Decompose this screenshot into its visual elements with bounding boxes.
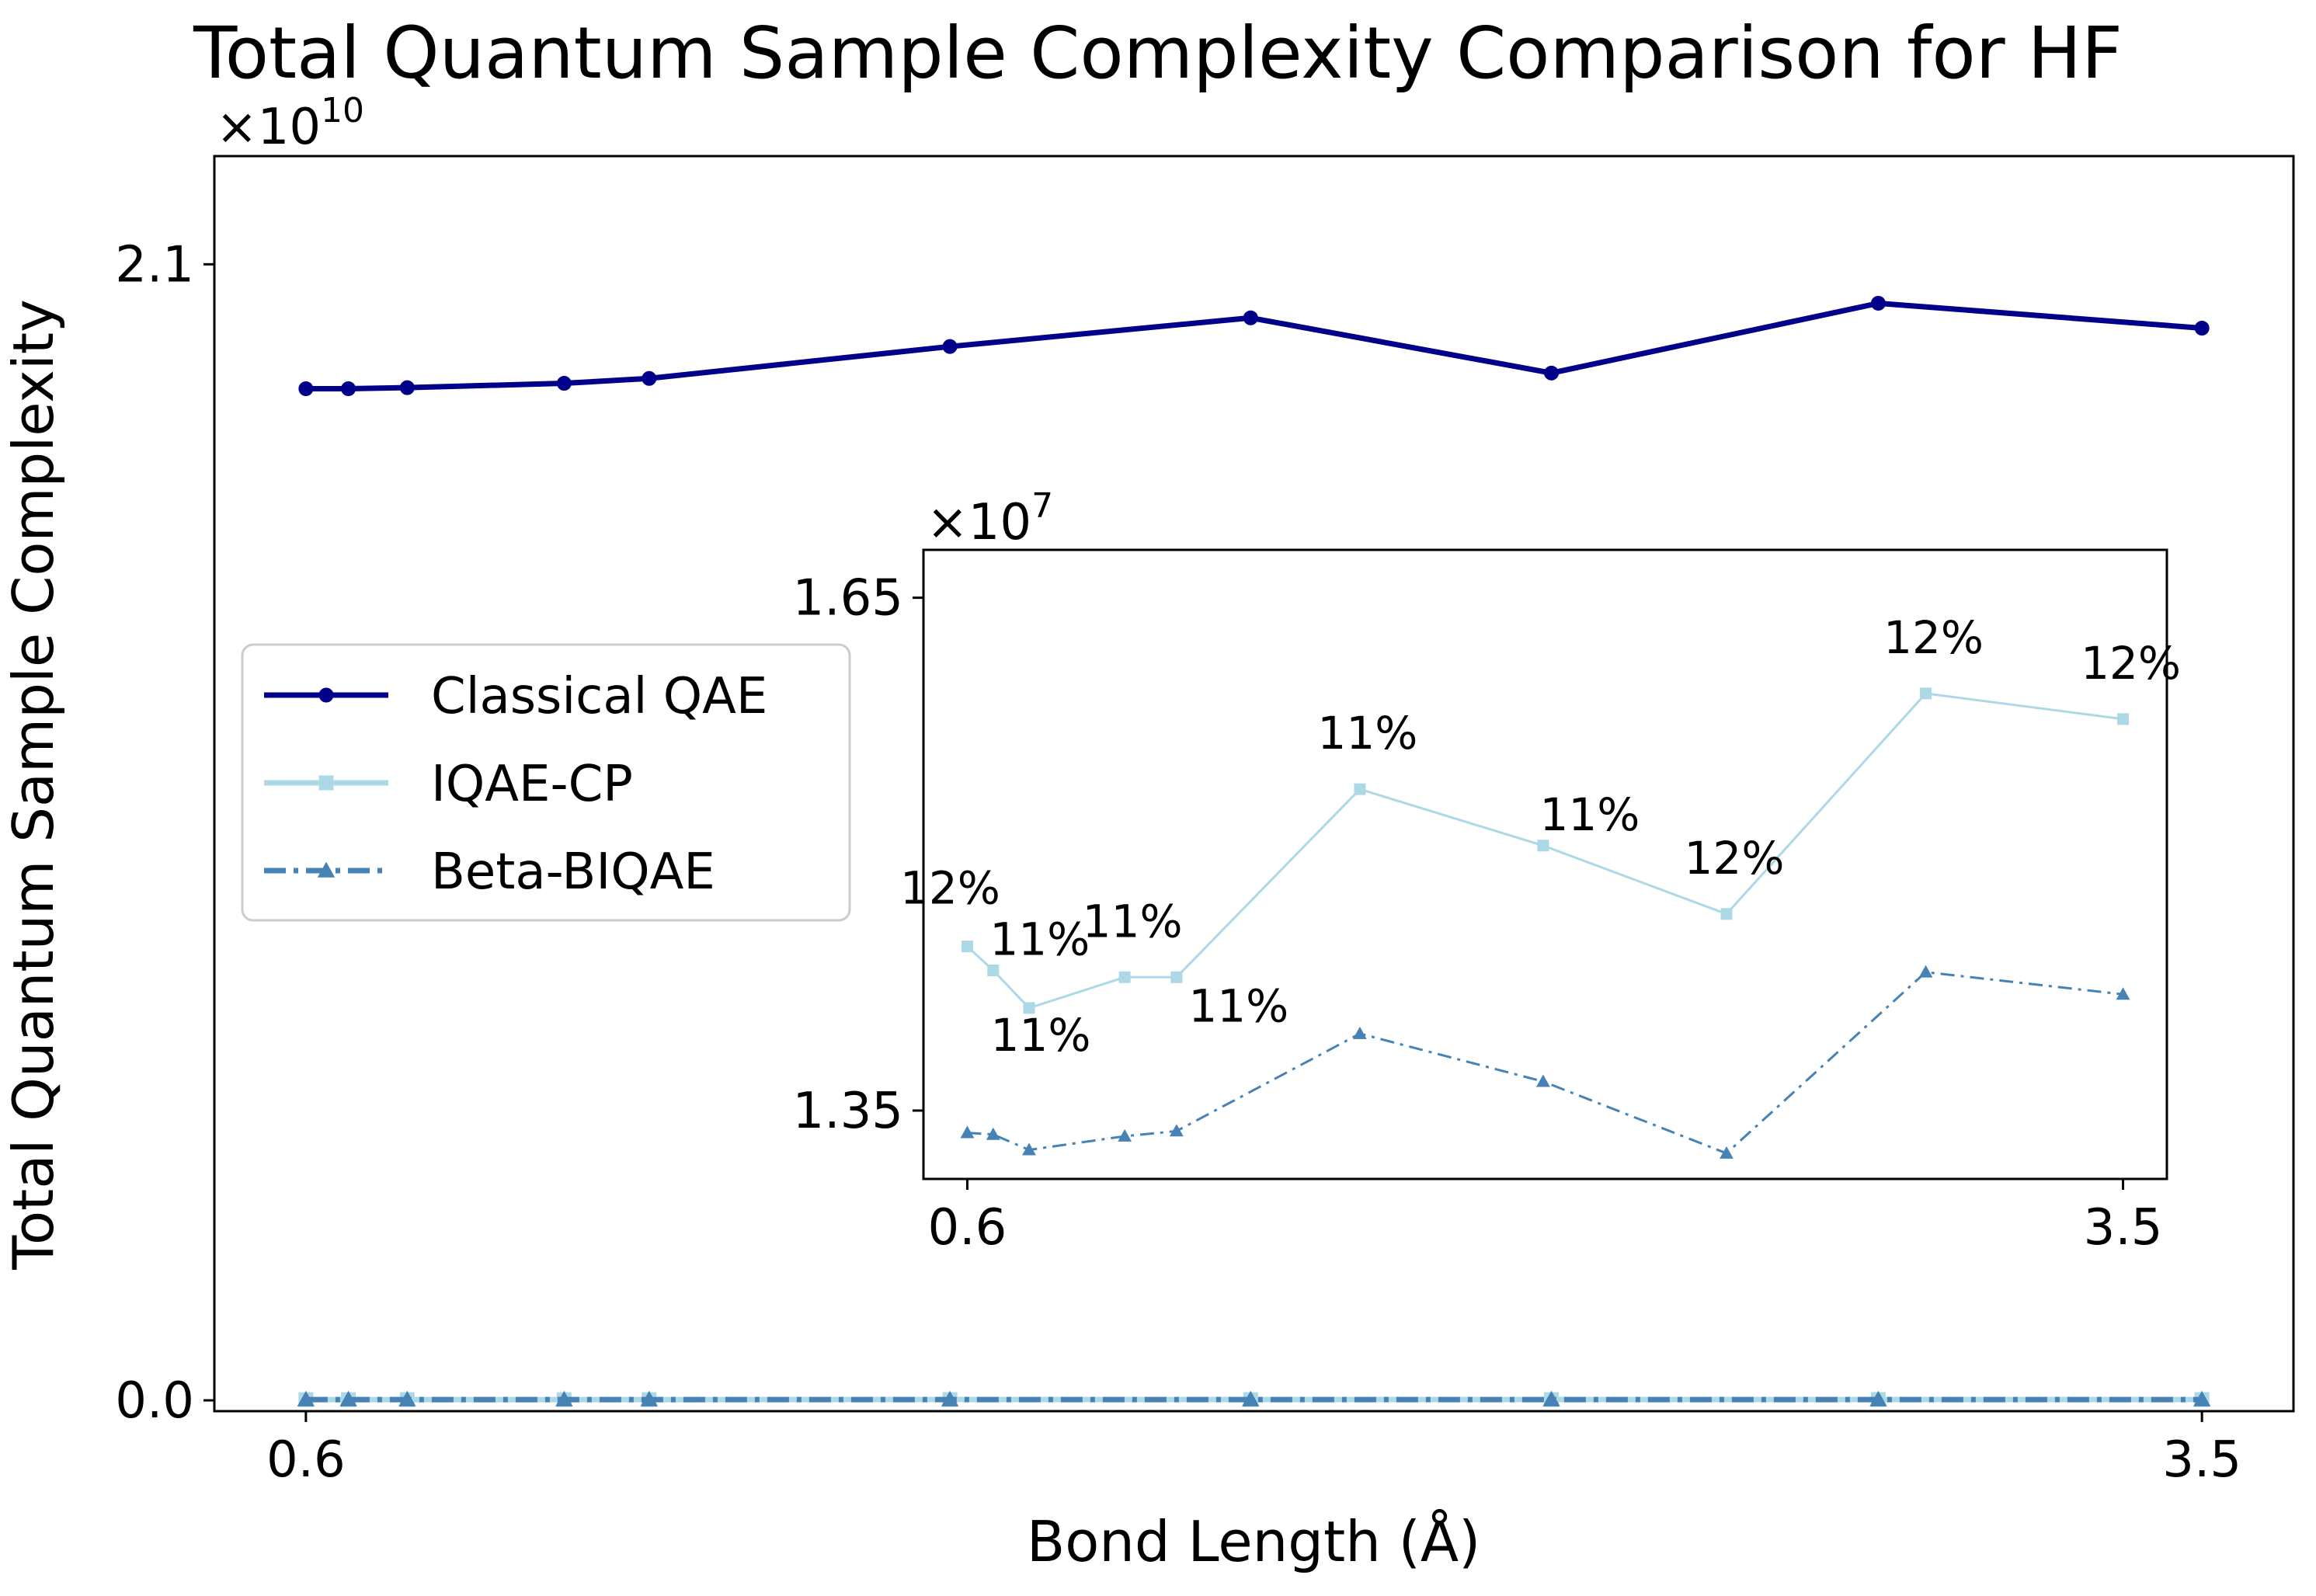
main-y-offset-label: ×1010	[216, 91, 364, 156]
legend-frame	[241, 643, 851, 922]
svg-text:×107: ×107	[927, 486, 1053, 551]
inset-data-point-beta-biqae	[2116, 987, 2130, 1000]
legend: Classical QAE IQAE-CP Beta-BIQAE	[241, 643, 851, 922]
data-point-classical-qae	[1243, 310, 1258, 325]
legend-swatch-marker	[318, 687, 334, 703]
inset-data-point-beta-biqae	[986, 1127, 1000, 1140]
main-y-offset-base: ×10	[216, 99, 321, 156]
y-tick-label: 2.1	[115, 236, 194, 294]
y-tick-label: 0.0	[115, 1372, 194, 1430]
series-beta-biqae	[297, 1390, 2211, 1406]
inset-annotation-label: 11%	[1317, 707, 1417, 760]
inset-data-point-beta-biqae	[1118, 1128, 1132, 1142]
data-point-beta-biqae	[941, 1390, 959, 1406]
legend-entry-iqae-cp: IQAE-CP	[264, 756, 633, 813]
inset-data-point-iqae-cp	[1354, 783, 1366, 795]
inset-y-tick-label: 1.35	[793, 1083, 904, 1140]
inset-series-line-iqae-cp	[966, 692, 2123, 1010]
inset-x-tick-label: 3.5	[2084, 1199, 2163, 1257]
data-point-classical-qae	[556, 376, 572, 391]
inset-data-point-beta-biqae	[1022, 1142, 1036, 1156]
inset-data-point-iqae-cp	[2117, 713, 2130, 725]
y-axis-label: Total Quantum Sample Complexity	[1, 299, 66, 1271]
data-point-beta-biqae	[2193, 1390, 2211, 1406]
data-point-classical-qae	[1870, 295, 1886, 311]
data-point-beta-biqae	[640, 1390, 659, 1406]
data-point-beta-biqae	[555, 1390, 573, 1406]
inset-plot-area: ×107 12%11%11%11%11%11%11%12%12% 12% 0.6 3…	[793, 486, 2182, 1257]
inset-annotation-label: 12%	[1883, 611, 1984, 664]
inset-y-offset-base: ×10	[927, 494, 1031, 551]
inset-annotation-label: 11%	[989, 913, 1090, 965]
series-classical-qae	[298, 295, 2210, 397]
data-point-classical-qae	[298, 381, 314, 397]
inset-data-point-iqae-cp	[1023, 1002, 1035, 1014]
data-point-beta-biqae	[1542, 1390, 1560, 1406]
data-point-beta-biqae	[1242, 1390, 1260, 1406]
inset-data-point-iqae-cp	[1170, 971, 1183, 983]
legend-entry-beta-biqae: Beta-BIQAE	[264, 843, 715, 901]
inset-plot-frame	[922, 548, 2168, 1180]
inset-annotation-label: 12%	[1685, 832, 1785, 885]
inset-annotation-label: 11%	[1083, 895, 1183, 948]
inset-data-point-iqae-cp	[987, 964, 1000, 976]
data-point-classical-qae	[2194, 321, 2210, 336]
legend-entry-classical-qae: Classical QAE	[264, 668, 767, 725]
data-point-classical-qae	[642, 370, 657, 386]
data-point-classical-qae	[1544, 365, 1560, 381]
svg-text:×1010: ×1010	[216, 91, 364, 156]
legend-label: Beta-BIQAE	[431, 843, 715, 901]
inset-series-iqae-cp	[961, 687, 2130, 1014]
inset-series-beta-biqae	[960, 965, 2130, 1159]
inset-data-point-beta-biqae	[1918, 965, 1933, 978]
inset-annotation-label: 12%	[2081, 637, 2181, 690]
main-plot-frame	[213, 155, 2295, 1413]
data-point-beta-biqae	[339, 1390, 357, 1406]
inset-annotation-label: 11%	[991, 1009, 1091, 1062]
data-point-classical-qae	[942, 339, 958, 354]
inset-annotation-label: 11%	[1188, 979, 1288, 1032]
inset-data-point-beta-biqae	[1536, 1074, 1550, 1087]
legend-label: Classical QAE	[431, 668, 767, 725]
x-axis-label: Bond Length (Å)	[1027, 1509, 1480, 1574]
inset-data-point-iqae-cp	[961, 941, 973, 953]
legend-label: IQAE-CP	[431, 756, 633, 813]
legend-swatch-marker	[317, 861, 336, 878]
x-tick-label: 0.6	[266, 1431, 346, 1489]
inset-data-point-beta-biqae	[1352, 1026, 1367, 1039]
x-tick-label: 3.5	[2162, 1431, 2241, 1489]
inset-annotation-label: 12%	[900, 862, 1000, 915]
data-point-beta-biqae	[297, 1390, 315, 1406]
chart-title: Total Quantum Sample Complexity Comparis…	[193, 12, 2123, 95]
main-y-offset-exponent: 10	[321, 91, 364, 130]
main-plot-area: Total Quantum Sample Complexity Comparis…	[1, 12, 2295, 1574]
inset-data-point-beta-biqae	[1169, 1124, 1184, 1137]
inset-x-tick-label: 0.6	[928, 1199, 1007, 1257]
inset-data-point-iqae-cp	[1720, 908, 1733, 920]
data-point-classical-qae	[399, 380, 415, 395]
inset-background	[923, 550, 2167, 1179]
inset-annotation-label: 11%	[1539, 788, 1640, 841]
inset-y-offset-exponent: 7	[1031, 486, 1053, 526]
inset-data-point-iqae-cp	[1118, 971, 1131, 983]
inset-data-point-beta-biqae	[960, 1125, 975, 1139]
inset-y-offset-label: ×107	[927, 486, 1053, 551]
legend-swatch-marker	[318, 775, 334, 791]
data-point-beta-biqae	[1869, 1390, 1887, 1406]
inset-data-point-beta-biqae	[1720, 1146, 1734, 1159]
series-line-classical-qae	[305, 300, 2203, 392]
inset-data-point-iqae-cp	[1920, 687, 1932, 700]
inset-data-point-iqae-cp	[1537, 840, 1549, 852]
inset-y-tick-label: 1.65	[793, 570, 904, 628]
data-point-beta-biqae	[398, 1390, 416, 1406]
inset-series-line-beta-biqae	[967, 971, 2123, 1155]
data-point-classical-qae	[341, 381, 356, 397]
